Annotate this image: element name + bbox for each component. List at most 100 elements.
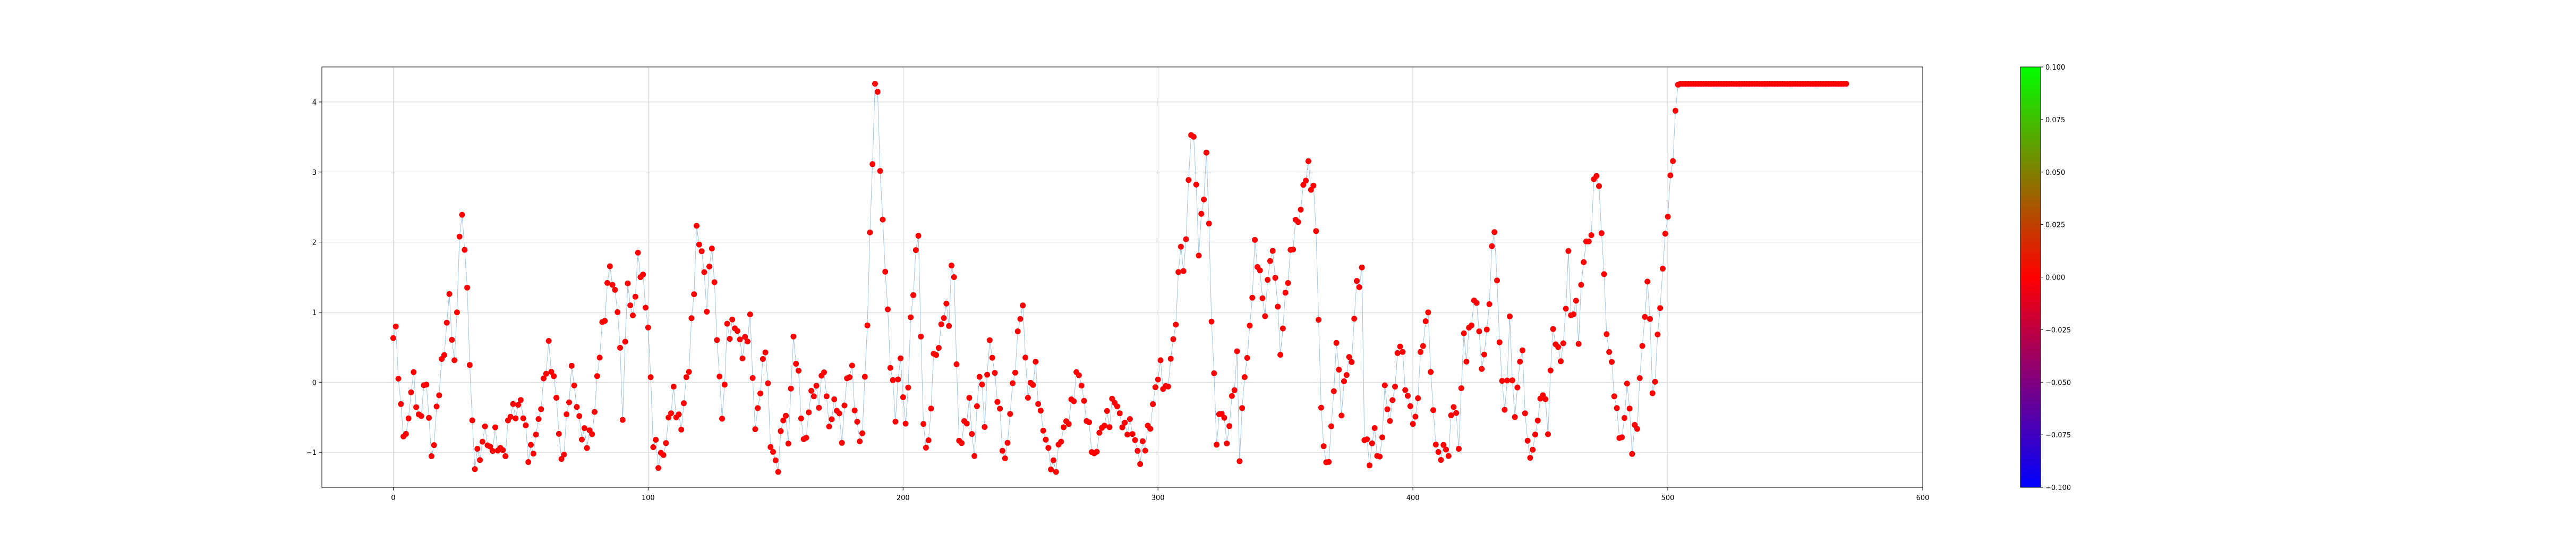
data-point <box>1124 432 1131 438</box>
data-point <box>1252 236 1258 243</box>
data-point <box>492 424 498 430</box>
data-point <box>541 375 547 382</box>
data-point <box>1636 375 1643 381</box>
data-point <box>568 362 575 369</box>
data-point <box>403 431 409 437</box>
data-point <box>721 382 728 388</box>
data-point <box>428 453 434 459</box>
data-point <box>579 436 585 443</box>
data-point <box>1634 426 1640 432</box>
data-point <box>867 229 873 235</box>
data-point <box>609 282 616 288</box>
data-point <box>1432 442 1439 448</box>
data-point <box>1135 447 1141 454</box>
data-point <box>1371 425 1378 431</box>
data-point <box>1221 415 1227 421</box>
data-point <box>1328 423 1334 429</box>
data-point <box>1367 462 1372 469</box>
data-point <box>935 345 942 351</box>
data-point <box>1053 469 1059 475</box>
data-point <box>1180 268 1187 274</box>
data-point <box>821 369 827 376</box>
data-point <box>1629 451 1635 457</box>
data-point <box>1035 401 1042 407</box>
data-point <box>1571 311 1576 317</box>
plot-area: 0 100 200 300 400 500 600 −1 0 1 2 3 4 <box>306 66 1929 502</box>
data-point <box>1185 177 1192 183</box>
data-point <box>1660 266 1666 272</box>
data-point <box>630 312 636 318</box>
data-point <box>436 392 442 399</box>
data-point <box>1384 406 1391 412</box>
data-point <box>1489 243 1495 249</box>
data-point <box>617 344 623 351</box>
data-point <box>1048 466 1054 472</box>
colorbar-tick-label: 0.100 <box>2045 64 2065 72</box>
data-point <box>1438 457 1444 463</box>
colorbar-gradient <box>2020 66 2041 488</box>
x-axis-ticks: 0 100 200 300 400 500 600 <box>391 487 1929 502</box>
data-point <box>737 336 743 343</box>
data-point <box>1262 313 1268 319</box>
x-tick-label: 400 <box>1406 494 1420 502</box>
data-point <box>1226 423 1233 429</box>
data-point <box>1670 158 1676 164</box>
data-point <box>1078 383 1085 389</box>
data-point <box>635 250 641 256</box>
data-point <box>785 441 791 447</box>
plot-frame <box>321 66 1923 488</box>
data-point <box>1058 438 1064 445</box>
data-point <box>757 390 763 396</box>
data-point <box>1076 372 1082 378</box>
data-point <box>915 233 922 239</box>
data-point <box>1198 210 1205 217</box>
data-point <box>1606 349 1613 355</box>
data-point <box>701 269 707 275</box>
data-point <box>951 274 957 280</box>
data-point <box>890 377 896 383</box>
data-point <box>456 233 463 240</box>
data-point <box>1397 343 1403 350</box>
data-point <box>1622 415 1627 421</box>
data-point <box>1494 277 1500 284</box>
data-point <box>1152 384 1158 391</box>
data-point <box>1343 372 1350 378</box>
data-point <box>1573 298 1579 304</box>
data-point <box>472 466 478 472</box>
data-point <box>1451 404 1457 410</box>
data-point <box>390 335 396 341</box>
data-point <box>711 279 718 285</box>
data-point <box>1129 431 1136 437</box>
data-point <box>596 354 603 361</box>
data-point <box>1843 81 1849 87</box>
data-point <box>688 315 695 322</box>
data-point <box>1193 181 1199 188</box>
data-point <box>411 369 417 375</box>
data-point <box>823 393 830 400</box>
data-point <box>1137 461 1144 467</box>
data-point <box>861 374 868 380</box>
data-point <box>1346 354 1352 360</box>
data-point <box>749 375 756 381</box>
y-tick-label: −1 <box>306 449 317 457</box>
data-point <box>1649 390 1656 396</box>
data-point <box>1280 325 1286 332</box>
data-point <box>1593 173 1600 179</box>
data-point <box>548 369 555 375</box>
data-point <box>1020 302 1026 309</box>
data-point <box>1481 351 1487 358</box>
data-point <box>857 438 863 445</box>
data-point <box>1167 356 1174 362</box>
data-point <box>607 263 613 269</box>
data-point <box>678 426 685 433</box>
data-point <box>1333 340 1340 346</box>
data-point <box>1122 419 1128 426</box>
data-point <box>1364 436 1370 443</box>
data-point <box>1405 393 1411 399</box>
data-point <box>1415 395 1421 401</box>
data-point <box>466 362 473 368</box>
data-point <box>1010 380 1016 386</box>
data-point <box>1104 408 1110 414</box>
data-point <box>798 415 804 421</box>
data-point <box>594 373 600 379</box>
